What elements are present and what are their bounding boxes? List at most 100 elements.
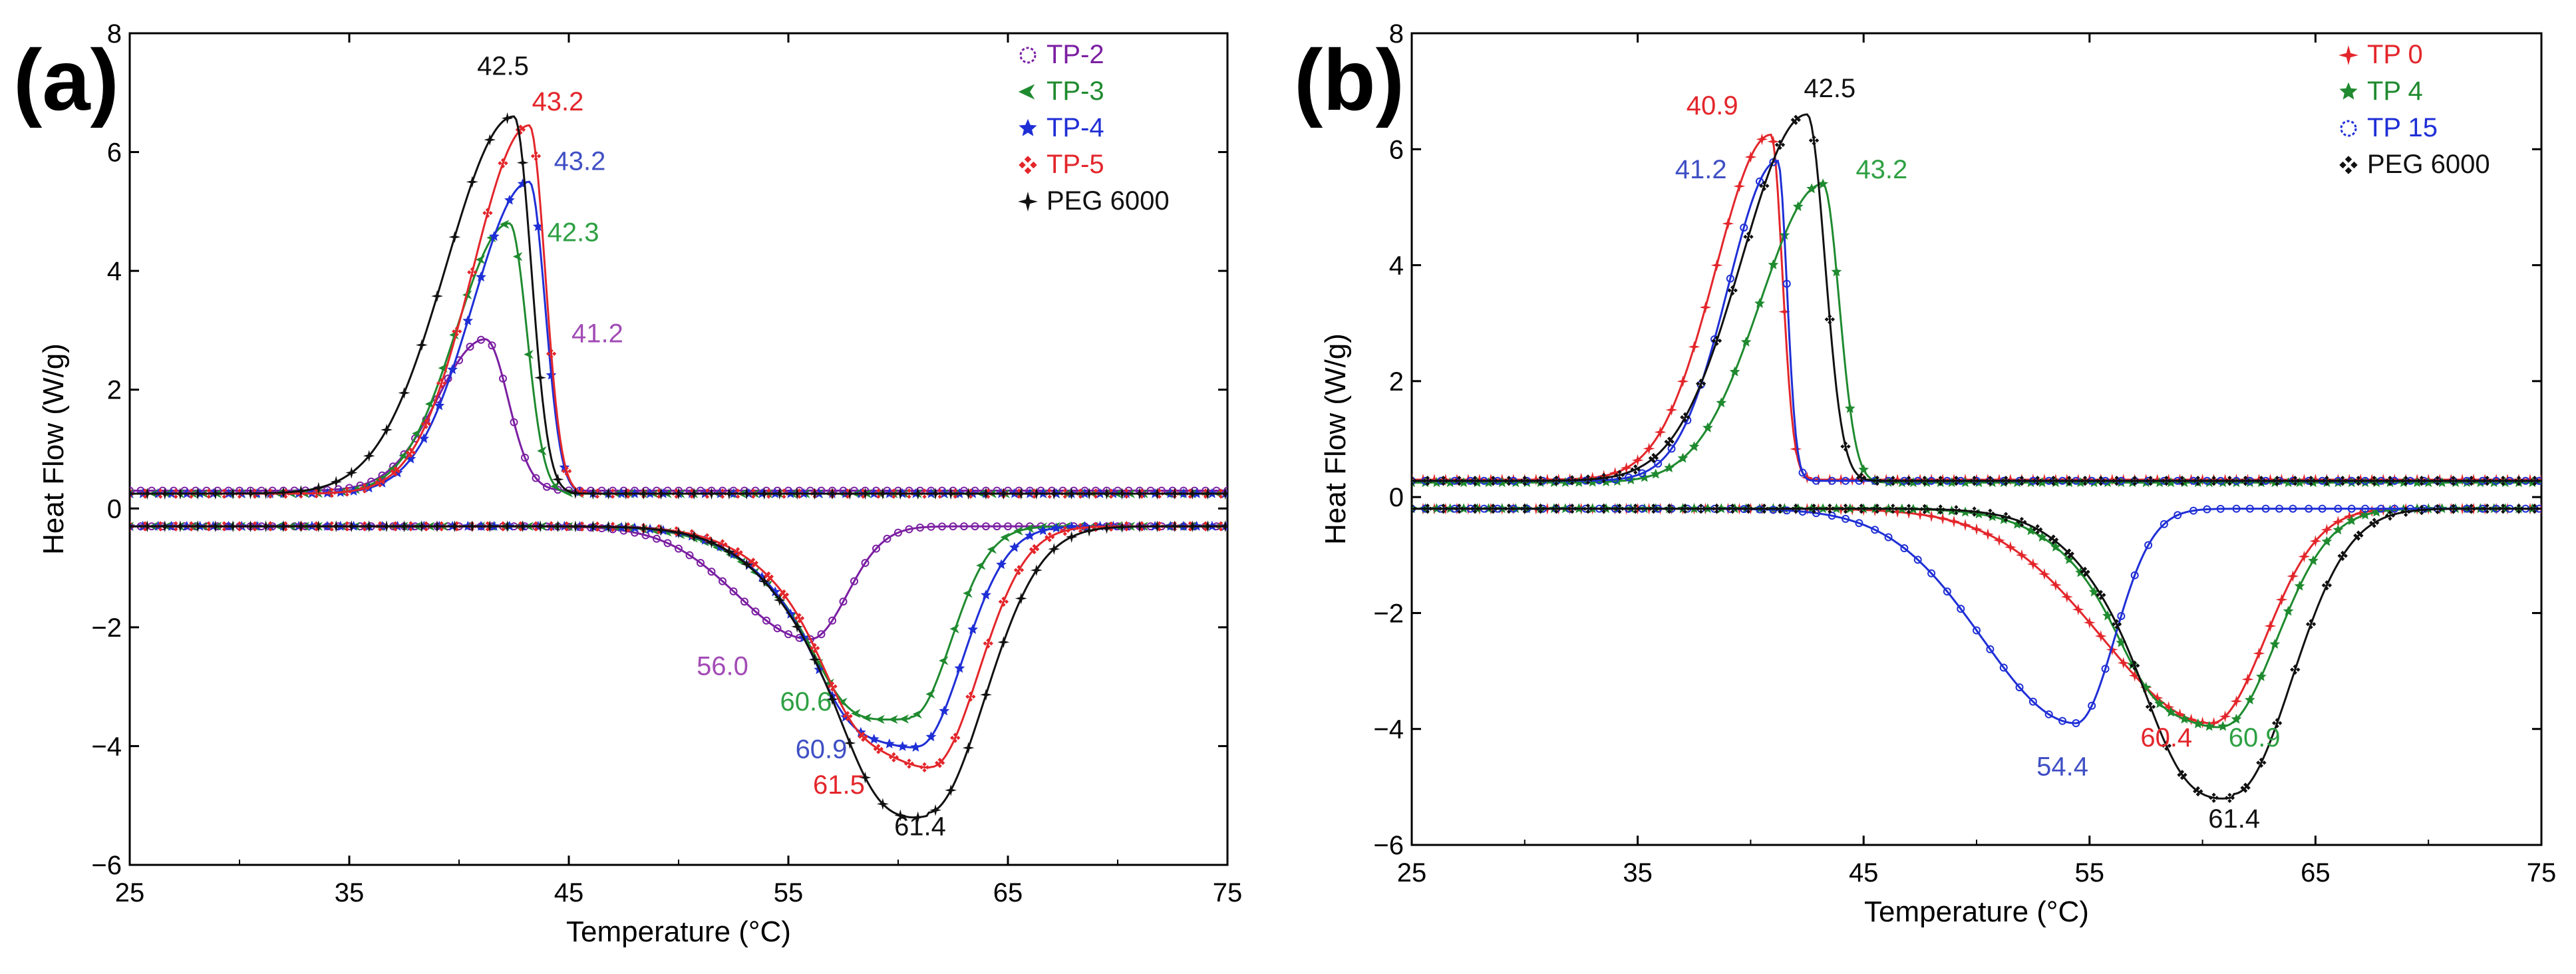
data-point <box>476 271 486 282</box>
data-point <box>2400 506 2411 518</box>
heating-curve <box>130 525 1227 769</box>
data-point <box>2416 475 2427 486</box>
data-point <box>996 559 1007 569</box>
data-point <box>2384 475 2396 486</box>
data-point <box>2497 475 2509 486</box>
legend-marker <box>1019 118 1037 136</box>
data-point <box>1842 514 1850 523</box>
data-point <box>1982 528 1994 540</box>
data-point <box>828 616 836 625</box>
data-point <box>1520 503 1530 514</box>
y-tick-label: 8 <box>107 19 122 49</box>
data-point <box>587 488 599 500</box>
data-point <box>868 733 880 744</box>
data-point <box>740 597 748 606</box>
data-point <box>998 596 1009 607</box>
data-point <box>872 544 880 553</box>
x-tick-label: 45 <box>554 878 584 907</box>
data-point <box>2036 532 2048 542</box>
data-point <box>530 150 542 162</box>
data-point <box>729 587 738 595</box>
data-point <box>1790 114 1802 125</box>
data-point <box>2032 524 2043 535</box>
data-point <box>934 757 945 768</box>
data-point <box>1470 503 1480 514</box>
data-point <box>2192 718 2203 729</box>
data-point <box>1778 305 1791 318</box>
data-point <box>2016 516 2027 528</box>
data-point <box>899 714 909 724</box>
data-point <box>516 520 529 533</box>
data-point <box>345 520 358 533</box>
legend-marker <box>2339 156 2358 174</box>
data-point <box>1993 534 2005 546</box>
y-tick-label: −4 <box>91 732 122 761</box>
data-point <box>1726 274 1734 283</box>
data-point <box>1186 488 1199 500</box>
data-point <box>1422 503 1433 514</box>
data-point <box>550 482 560 491</box>
data-point <box>1037 525 1048 536</box>
y-tick-label: −6 <box>91 851 122 880</box>
data-point <box>2217 721 2229 731</box>
data-point <box>381 424 393 436</box>
data-point <box>2482 475 2493 486</box>
data-point <box>2026 558 2039 570</box>
data-point <box>911 811 924 824</box>
data-point <box>2028 697 2037 706</box>
data-point <box>447 364 458 375</box>
data-point <box>619 488 632 500</box>
data-point <box>1454 503 1465 514</box>
data-point <box>2012 518 2022 529</box>
data-point <box>1856 472 1867 483</box>
data-point <box>1986 645 1995 653</box>
data-point <box>1151 520 1164 533</box>
data-point <box>2353 530 2364 541</box>
series-tp-15 <box>1412 158 2541 727</box>
data-point <box>1583 474 1593 485</box>
data-point <box>1943 587 1951 596</box>
data-point <box>997 488 1010 500</box>
data-point <box>295 520 307 533</box>
data-point <box>2058 717 2067 725</box>
data-point <box>808 488 821 500</box>
data-point <box>1004 522 1012 531</box>
x-tick-label: 35 <box>1623 858 1653 888</box>
data-point <box>2337 475 2348 486</box>
data-point <box>1768 259 1779 269</box>
data-point <box>2305 475 2317 486</box>
data-point <box>405 447 416 458</box>
data-point <box>719 577 726 585</box>
data-point <box>448 231 461 244</box>
data-point <box>962 488 975 500</box>
data-point <box>192 488 204 500</box>
data-point <box>1630 503 1641 514</box>
data-point <box>826 693 838 705</box>
data-point <box>2096 589 2106 601</box>
data-point <box>1971 523 1983 536</box>
data-point <box>1677 375 1689 388</box>
data-point <box>1844 403 1855 413</box>
data-point <box>1567 475 1577 486</box>
data-point <box>1168 488 1181 500</box>
data-point <box>1856 503 1867 514</box>
data-point <box>2224 792 2235 804</box>
data-point <box>1722 218 1734 230</box>
data-point <box>1808 503 1820 514</box>
heating-curve <box>1412 508 2541 725</box>
data-point <box>1219 520 1227 533</box>
series-peg-6000 <box>130 112 1227 824</box>
data-point <box>451 326 462 337</box>
data-point <box>1029 544 1040 555</box>
data-point <box>705 488 718 500</box>
cooling-curve <box>1412 183 2541 484</box>
data-point <box>1824 503 1836 514</box>
data-point <box>399 451 408 460</box>
data-point <box>949 522 957 531</box>
data-point <box>2497 503 2509 514</box>
data-point <box>740 558 753 571</box>
data-point <box>688 530 701 543</box>
data-point <box>2308 555 2319 566</box>
data-point <box>1710 259 1723 271</box>
data-point <box>2049 579 2062 591</box>
